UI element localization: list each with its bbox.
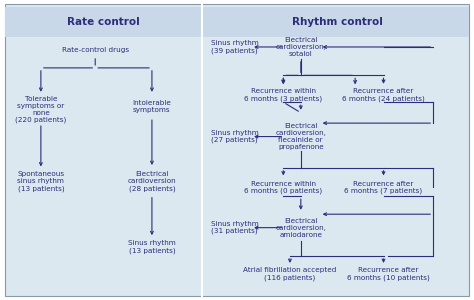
Text: Recurrence within
6 months (3 patients): Recurrence within 6 months (3 patients) — [244, 88, 322, 101]
Text: Rhythm control: Rhythm control — [292, 16, 383, 27]
Text: Sinus rhythm
(13 patients): Sinus rhythm (13 patients) — [128, 240, 176, 254]
Text: Electrical
cardioversion,
sotalol: Electrical cardioversion, sotalol — [275, 37, 326, 57]
Text: Rate-control drugs: Rate-control drugs — [62, 47, 129, 53]
Text: Sinus rhythm
(27 patients): Sinus rhythm (27 patients) — [211, 130, 258, 143]
FancyBboxPatch shape — [5, 7, 201, 37]
Text: Electrical
cardioversion,
amiodarone: Electrical cardioversion, amiodarone — [275, 218, 326, 238]
Text: Electrical
cardioversion,
flecainide or
propafenone: Electrical cardioversion, flecainide or … — [275, 123, 326, 150]
Text: Recurrence within
6 months (0 patients): Recurrence within 6 months (0 patients) — [244, 181, 322, 194]
FancyBboxPatch shape — [5, 4, 469, 296]
Text: Spontaneous
sinus rhythm
(13 patients): Spontaneous sinus rhythm (13 patients) — [18, 171, 64, 192]
Text: Tolerable
symptoms or
none
(220 patients): Tolerable symptoms or none (220 patients… — [15, 96, 66, 123]
Text: Recurrence after
6 months (7 patients): Recurrence after 6 months (7 patients) — [345, 181, 423, 194]
Text: Atrial fibrillation accepted
(116 patients): Atrial fibrillation accepted (116 patien… — [243, 267, 337, 281]
Text: Sinus rhythm
(39 patients): Sinus rhythm (39 patients) — [211, 40, 258, 54]
Text: Rate control: Rate control — [67, 16, 140, 27]
Text: Intolerable
symptoms: Intolerable symptoms — [133, 100, 172, 113]
Text: Electrical
cardioversion
(28 patients): Electrical cardioversion (28 patients) — [128, 171, 176, 192]
FancyBboxPatch shape — [201, 7, 469, 37]
Text: Recurrence after
6 months (10 patients): Recurrence after 6 months (10 patients) — [347, 267, 429, 281]
Text: Recurrence after
6 months (24 patients): Recurrence after 6 months (24 patients) — [342, 88, 425, 101]
Text: Sinus rhythm
(31 patients): Sinus rhythm (31 patients) — [211, 221, 258, 234]
